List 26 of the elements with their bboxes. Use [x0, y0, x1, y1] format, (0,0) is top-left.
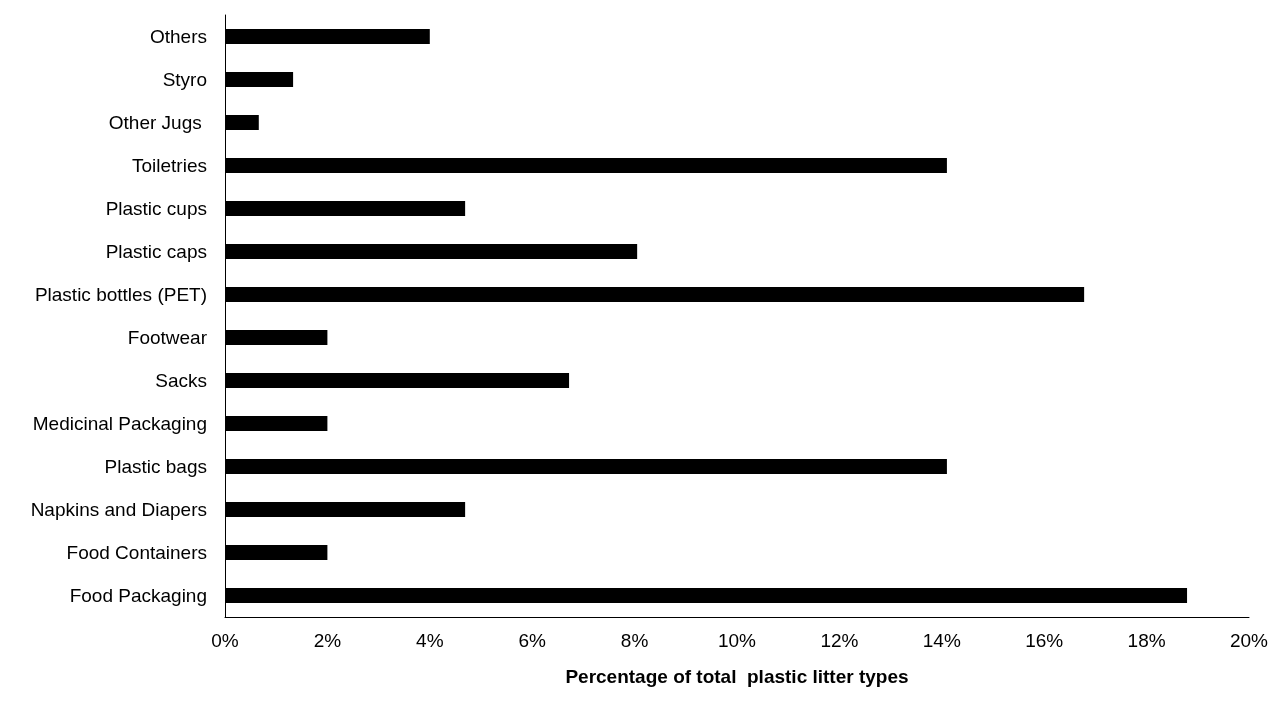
y-tick-label: Footwear — [127, 327, 208, 348]
x-tick-label: 8% — [620, 630, 649, 651]
y-tick-label: Others — [149, 26, 207, 47]
y-tick-label: Plastic caps — [105, 241, 207, 262]
y-tick-label: Food Packaging — [69, 585, 207, 606]
y-tick-label: Food Containers — [66, 542, 207, 563]
y-tick-label: Plastic bottles (PET) — [34, 284, 207, 305]
y-tick-label: Plastic bags — [104, 456, 207, 477]
y-tick-label: Styro — [162, 69, 207, 90]
y-tick-label: Sacks — [155, 370, 207, 391]
x-axis-title: Percentage of total plastic litter types — [565, 666, 909, 687]
x-tick-label: 6% — [518, 630, 547, 651]
x-tick-label: 4% — [416, 630, 444, 651]
x-tick-label: 14% — [922, 630, 961, 651]
y-tick-label: Napkins and Diapers — [30, 499, 207, 520]
y-tick-label: Plastic cups — [105, 198, 207, 219]
y-tick-label: Toiletries — [132, 155, 207, 176]
y-tick-label: Other Jugs — [108, 112, 207, 133]
x-tick-label: 16% — [1025, 630, 1064, 651]
y-tick-label: Medicinal Packaging — [32, 413, 207, 434]
x-tick-label: 18% — [1127, 630, 1166, 651]
x-tick-label: 20% — [1229, 630, 1269, 651]
x-tick-label: 0% — [211, 630, 239, 651]
x-tick-label: 10% — [717, 630, 757, 651]
x-tick-label: 2% — [313, 630, 342, 651]
x-tick-label: 12% — [820, 630, 859, 651]
